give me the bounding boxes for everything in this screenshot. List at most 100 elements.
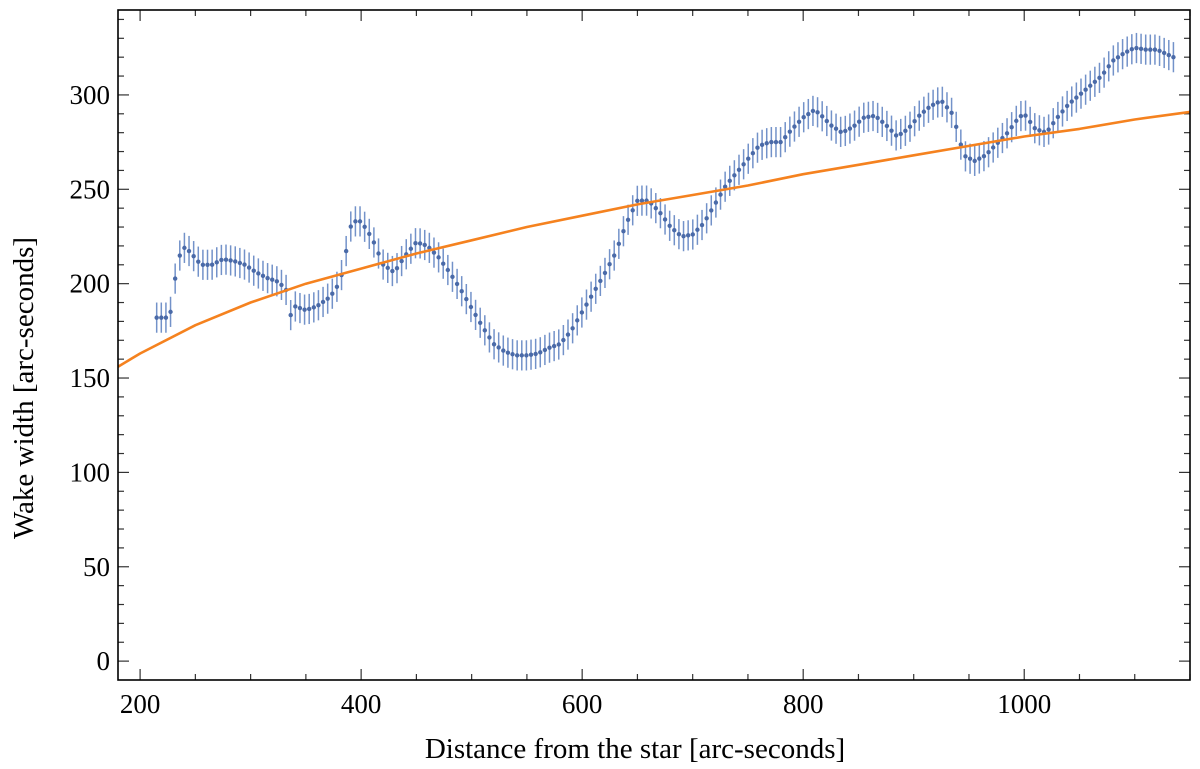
- data-point: [514, 353, 520, 358]
- data-point: [1106, 64, 1111, 69]
- data-point: [445, 267, 451, 273]
- data-point: [806, 111, 811, 117]
- data-point: [487, 335, 492, 340]
- data-point: [1120, 51, 1125, 57]
- data-point: [367, 231, 372, 237]
- axis-ticks: [118, 10, 1191, 680]
- y-tick-labels: 0 50 100 150 200 250 300: [70, 80, 111, 676]
- data-point: [598, 278, 603, 284]
- data-point: [977, 156, 982, 161]
- data-point: [223, 257, 229, 262]
- data-point: [847, 126, 853, 131]
- data-point: [746, 156, 751, 161]
- data-point: [986, 150, 991, 155]
- data-point: [565, 332, 571, 337]
- data-point: [459, 289, 464, 294]
- data-point: [856, 119, 862, 124]
- data-point: [575, 318, 580, 323]
- data-point: [1004, 131, 1010, 136]
- data-point: [209, 262, 215, 267]
- data-point: [306, 306, 312, 312]
- data-point: [926, 105, 931, 110]
- data-point: [265, 275, 270, 281]
- data-point: [538, 350, 543, 355]
- data-point: [787, 129, 793, 134]
- data-point: [394, 265, 400, 271]
- data-point: [889, 128, 894, 133]
- data-point: [191, 253, 196, 259]
- data-point: [801, 115, 806, 120]
- data-point: [1014, 118, 1019, 124]
- data-point: [1064, 103, 1070, 109]
- data-point: [454, 281, 460, 287]
- x-tick-label: 1000: [997, 689, 1051, 719]
- data-point: [371, 240, 377, 245]
- data-point: [1129, 47, 1135, 52]
- data-point: [838, 129, 843, 135]
- data-point: [1088, 83, 1093, 88]
- data-point: [168, 309, 173, 315]
- data-point: [496, 345, 501, 350]
- data-point: [288, 312, 293, 318]
- data-point: [1009, 124, 1014, 130]
- data-point: [755, 145, 760, 150]
- data-point: [593, 286, 598, 292]
- data-point: [935, 100, 940, 105]
- data-point: [884, 123, 890, 129]
- data-point: [709, 208, 714, 213]
- data-point: [810, 108, 816, 114]
- data-point: [172, 276, 178, 281]
- data-point: [325, 296, 330, 301]
- data-point: [1166, 52, 1172, 58]
- data-point: [450, 274, 455, 280]
- data-point: [607, 262, 612, 267]
- plot-frame: [117, 9, 1191, 681]
- data-point: [718, 192, 723, 197]
- data-point: [482, 328, 488, 333]
- data-point: [612, 253, 617, 258]
- data-point: [588, 294, 594, 299]
- x-tick-label: 400: [341, 689, 382, 719]
- data-point: [954, 124, 959, 130]
- data-point: [732, 173, 737, 178]
- data-point: [713, 200, 719, 205]
- data-point: [348, 224, 353, 229]
- data-point: [362, 224, 367, 229]
- data-point: [477, 320, 483, 325]
- data-point: [1101, 70, 1107, 75]
- data-point: [431, 250, 437, 255]
- data-point: [1051, 121, 1056, 126]
- data-point: [316, 303, 321, 308]
- data-point: [981, 153, 987, 159]
- data-point: [353, 219, 358, 224]
- data-point: [912, 119, 917, 124]
- data-point: [676, 231, 682, 237]
- data-point: [274, 279, 280, 284]
- data-point: [1134, 45, 1139, 51]
- x-tick-label: 600: [562, 689, 603, 719]
- data-point: [824, 118, 830, 124]
- x-tick-label: 200: [120, 689, 161, 719]
- data-point: [940, 99, 945, 104]
- data-point: [880, 119, 885, 125]
- data-point: [1055, 114, 1061, 120]
- data-point: [852, 123, 857, 128]
- data-point: [658, 210, 663, 216]
- data-point: [385, 265, 390, 271]
- data-point: [917, 113, 922, 118]
- data-point: [1032, 126, 1037, 131]
- data-point: [866, 114, 871, 120]
- data-point: [616, 241, 622, 247]
- data-point: [921, 109, 927, 114]
- data-point: [214, 260, 219, 265]
- data-point: [1027, 119, 1033, 125]
- data-point: [829, 123, 834, 128]
- data-point: [898, 131, 903, 137]
- data-point: [376, 251, 381, 256]
- data-point: [1083, 87, 1088, 92]
- data-point: [685, 233, 691, 238]
- data-point: [270, 277, 275, 282]
- data-point: [491, 342, 497, 347]
- data-point: [990, 145, 996, 150]
